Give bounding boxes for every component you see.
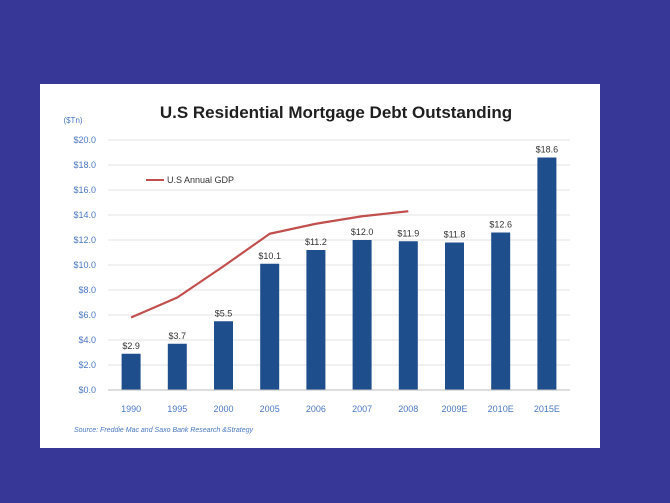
bar	[306, 250, 326, 390]
y-tick-label: $4.0	[78, 335, 96, 345]
y-tick-label: $16.0	[73, 185, 96, 195]
y-tick-label: $2.0	[78, 360, 96, 370]
data-label: $12.0	[351, 227, 374, 237]
data-labels: $2.9 $3.7 $5.5 $10.1 $11.2 $12.0 $11.9 $11.8 $12…	[122, 145, 558, 351]
y-tick-label: $6.0	[78, 310, 96, 320]
bar	[121, 353, 141, 390]
bar	[445, 242, 464, 390]
data-label: $10.1	[258, 251, 281, 261]
data-label: $11.9	[397, 228, 419, 238]
data-label: $12.6	[489, 220, 512, 230]
data-label: $5.5	[215, 308, 233, 318]
y-tick-label: $10.0	[73, 260, 96, 270]
y-tick-label: $18.0	[73, 160, 96, 170]
x-tick-label: 2009E	[441, 404, 467, 414]
x-tick-label: 2008	[398, 404, 418, 414]
x-tick-label: 2006	[306, 404, 326, 414]
bar	[167, 343, 187, 390]
data-label: $3.7	[169, 331, 187, 341]
bar	[214, 321, 233, 390]
source-note: Source: Freddie Mac and Saxo Bank Resear…	[74, 427, 253, 434]
x-tick-label: 2005	[260, 404, 280, 414]
gdp-line-layer	[130, 210, 409, 319]
gdp-line	[130, 210, 409, 319]
mortgage-debt-chart: $0.0 $2.0 $4.0 $6.0 $8.0 $10.0 $12.0 $14.0 $16.0…	[63, 103, 570, 434]
x-tick-label: 1995	[167, 404, 187, 414]
y-tick-label: $8.0	[78, 285, 96, 295]
bar	[537, 157, 557, 390]
data-label: $2.9	[122, 341, 140, 351]
y-tick-label: $14.0	[73, 210, 96, 220]
bars	[121, 157, 557, 390]
grid-lines	[108, 139, 570, 366]
y-axis-ticks: $0.0 $2.0 $4.0 $6.0 $8.0 $10.0 $12.0 $14.0 $16.0…	[73, 135, 96, 395]
legend: U.S Annual GDP	[146, 175, 234, 185]
data-label: $18.6	[536, 145, 559, 155]
x-tick-label: 2010E	[488, 404, 514, 414]
y-tick-label: $0.0	[78, 385, 96, 395]
data-label: $11.2	[305, 237, 327, 247]
bar	[491, 232, 511, 390]
y-tick-label: $20.0	[73, 135, 96, 145]
x-axis-ticks: 1990 1995 2000 2005 2006 2007 2008 2009E 2010E 20…	[121, 404, 560, 414]
bar	[260, 263, 280, 390]
data-label: $11.8	[444, 230, 466, 240]
bar	[398, 241, 418, 390]
x-tick-label: 2000	[213, 404, 233, 414]
x-tick-label: 1990	[121, 404, 141, 414]
chart-panel: $0.0 $2.0 $4.0 $6.0 $8.0 $10.0 $12.0 $14.0 $16.0…	[40, 84, 600, 448]
chart-title: U.S Residential Mortgage Debt Outstandin…	[160, 103, 512, 122]
legend-label-gdp: U.S Annual GDP	[167, 175, 234, 185]
x-tick-label: 2007	[352, 404, 372, 414]
x-tick-label: 2015E	[534, 404, 560, 414]
bar	[352, 240, 372, 390]
y-axis-unit-label: ($Tn)	[63, 116, 82, 125]
y-tick-label: $12.0	[73, 235, 96, 245]
